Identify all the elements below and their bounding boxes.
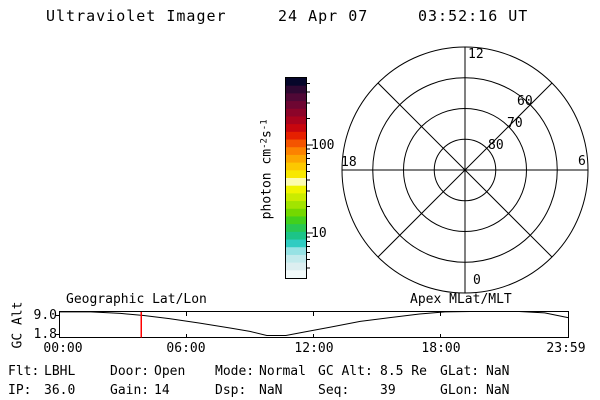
status-door: Door: Open xyxy=(110,365,185,378)
orbit-x-tick-0600: 06:00 xyxy=(166,341,206,356)
colorbar-band xyxy=(286,201,306,210)
colorbar-band xyxy=(286,208,306,217)
colorbar-unit-label: photon cm-2s-1 xyxy=(246,119,287,250)
colorbar-band xyxy=(286,178,306,187)
status-mode: Mode: Normal xyxy=(215,365,306,378)
orbit-altitude-curve xyxy=(59,311,569,336)
colorbar-band xyxy=(286,162,306,171)
time-label: 03:52:16 UT xyxy=(418,7,529,25)
colorbar-band xyxy=(286,154,306,164)
status-label: Door: xyxy=(110,364,150,379)
orbit-x-tick-2359: 23:59 xyxy=(546,341,586,356)
status-label: Dsp: xyxy=(215,383,247,398)
colorbar-bands xyxy=(286,78,306,279)
colorbar-band xyxy=(286,116,306,125)
mlt-label-6: 6 xyxy=(578,154,586,169)
colorbar-unit-exp2: -1 xyxy=(259,119,270,131)
lat-label-70: 70 xyxy=(507,116,523,131)
orbit-x-tick-0000: 00:00 xyxy=(43,341,83,356)
status-label: Flt: xyxy=(8,364,40,379)
status-value: 8.5 Re xyxy=(380,364,427,379)
colorbar-band xyxy=(286,93,306,102)
status-dsp: Dsp: NaN xyxy=(215,384,282,397)
status-glon: GLon: NaN xyxy=(440,384,509,397)
status-value: NaN xyxy=(259,383,283,398)
orbit-x-tick-1800: 18:00 xyxy=(421,341,461,356)
colorbar-band xyxy=(286,170,306,179)
status-label: GLon: xyxy=(440,383,480,398)
lat-label-80: 80 xyxy=(488,138,504,153)
orbit-title-apex: Apex MLat/MLT xyxy=(410,292,512,307)
status-value: NaN xyxy=(486,364,510,379)
colorbar-tick-10: 10 xyxy=(311,226,327,241)
colorbar-ticks xyxy=(306,83,313,269)
status-value: LBHL xyxy=(44,364,76,379)
colorbar-band xyxy=(286,78,306,87)
status-seq: Seq: 39 xyxy=(318,384,396,397)
colorbar-band xyxy=(286,262,306,271)
status-ip: IP: 36.0 xyxy=(8,384,75,397)
orbit-axes xyxy=(55,311,569,338)
colorbar-band xyxy=(286,131,306,141)
status-glat: GLat: NaN xyxy=(440,365,509,378)
colorbar-band xyxy=(286,139,306,148)
colorbar-band xyxy=(286,124,306,133)
status-label: GC Alt: xyxy=(318,364,373,379)
colorbar-band xyxy=(286,247,306,256)
orbit-y-tick-1-8: 1.8 xyxy=(33,327,57,342)
lat-label-60: 60 xyxy=(517,94,533,109)
mlt-label-0: 0 xyxy=(473,273,481,288)
colorbar-band xyxy=(286,254,306,264)
colorbar-unit-mid: s xyxy=(259,130,275,139)
status-value: Normal xyxy=(259,364,306,379)
status-value: 39 xyxy=(380,383,396,398)
status-value: 36.0 xyxy=(44,383,76,398)
colorbar-frame xyxy=(285,77,307,279)
date-label: 24 Apr 07 xyxy=(278,7,369,25)
status-label: Gain: xyxy=(110,383,150,398)
colorbar-band xyxy=(286,239,306,248)
page-title: Ultraviolet Imager xyxy=(46,7,227,25)
colorbar-band xyxy=(286,193,306,202)
colorbar-band xyxy=(286,147,306,156)
colorbar-band xyxy=(286,185,306,194)
status-gain: Gain: 14 xyxy=(110,384,170,397)
orbit-y-tick-9: 9.0 xyxy=(33,308,57,323)
colorbar-band xyxy=(286,108,306,117)
orbit-y-axis-label: GC Alt xyxy=(10,301,26,349)
status-value: NaN xyxy=(486,383,510,398)
status-label: IP: xyxy=(8,383,32,398)
mlt-label-12: 12 xyxy=(468,47,484,62)
mlt-label-18: 18 xyxy=(341,155,357,170)
polar-grid xyxy=(341,46,589,294)
colorbar-band xyxy=(286,101,306,110)
colorbar-band xyxy=(286,224,306,233)
colorbar-band xyxy=(286,231,306,241)
status-label: Mode: xyxy=(215,364,255,379)
colorbar-band xyxy=(286,216,306,225)
orbit-x-tick-1200: 12:00 xyxy=(294,341,334,356)
status-value: 14 xyxy=(154,383,170,398)
orbit-title-geographic: Geographic Lat/Lon xyxy=(66,292,207,307)
colorbar-tick-100: 100 xyxy=(311,138,335,153)
status-flt: Flt: LBHL xyxy=(8,365,75,378)
colorbar-band xyxy=(286,85,306,94)
colorbar-band xyxy=(286,270,306,279)
colorbar-unit-prefix: photon cm xyxy=(259,148,275,220)
colorbar-unit-exp1: -2 xyxy=(259,138,270,149)
status-value: Open xyxy=(154,364,186,379)
status-label: Seq: xyxy=(318,383,350,398)
status-gcalt: GC Alt: 8.5 Re xyxy=(318,365,427,378)
status-label: GLat: xyxy=(440,364,480,379)
polar-axis-diagonal-nw xyxy=(377,82,553,258)
